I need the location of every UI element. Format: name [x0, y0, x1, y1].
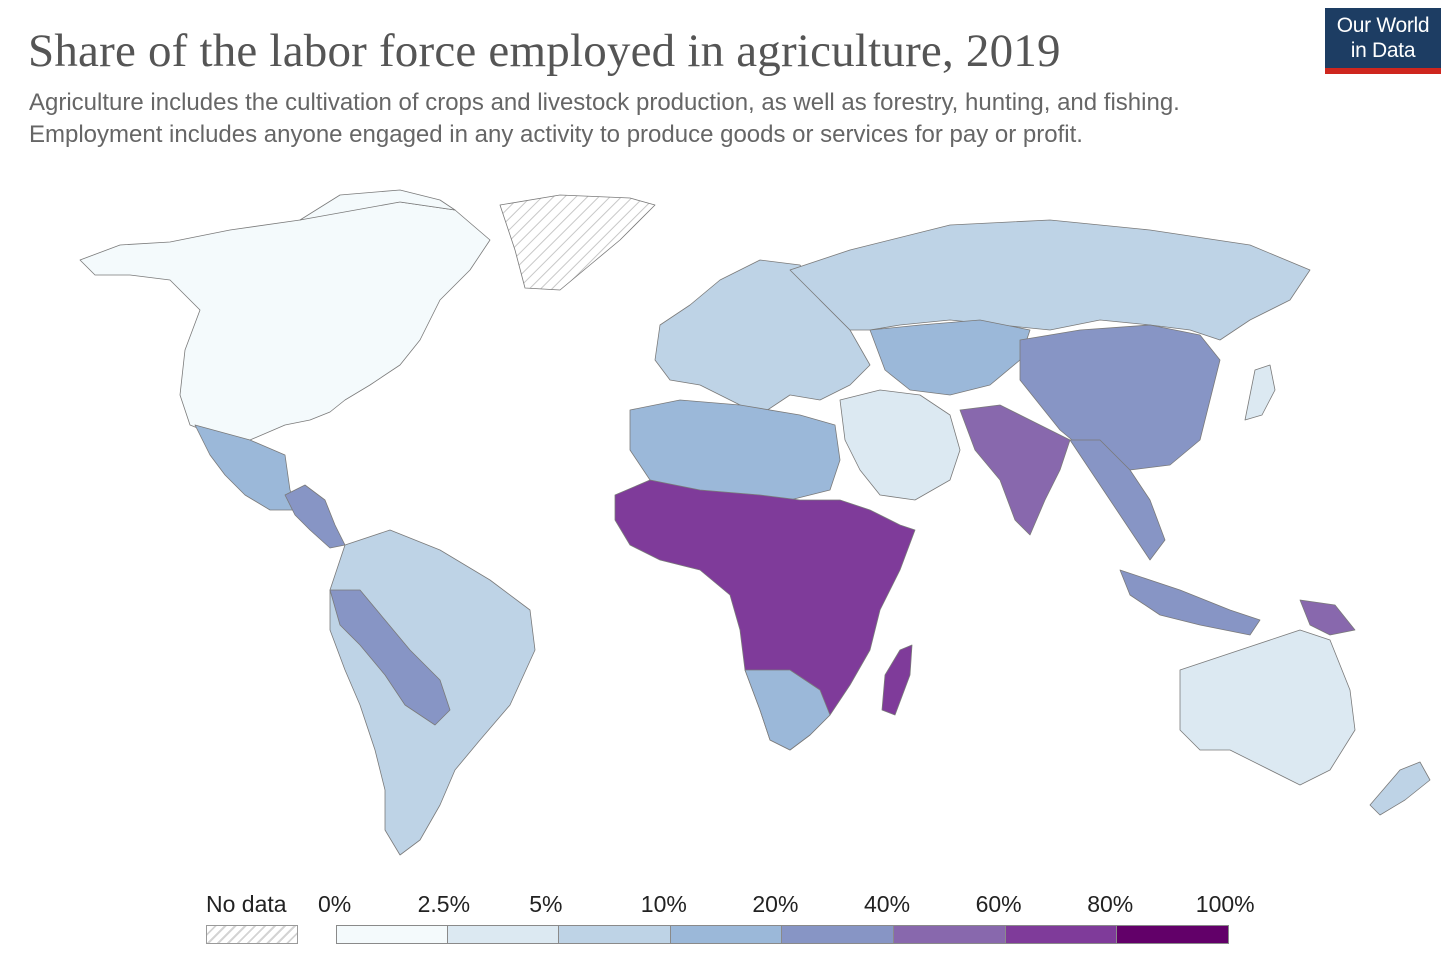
region-russia[interactable] — [789, 219, 1311, 341]
our-world-in-data-logo[interactable]: Our World in Data — [1325, 8, 1441, 74]
region-china[interactable] — [1019, 324, 1221, 471]
legend-tick-label-3: 5% — [529, 891, 563, 917]
logo-line-2: in Data — [1350, 39, 1416, 62]
legend-swatch-6[interactable] — [894, 925, 1006, 944]
region-arctic-islands[interactable] — [299, 189, 456, 221]
world-map[interactable] — [0, 150, 1456, 870]
chart-title: Share of the labor force employed in agr… — [28, 25, 1061, 77]
region-europe[interactable] — [654, 259, 871, 416]
region-japan[interactable] — [1244, 364, 1276, 421]
region-india[interactable] — [959, 404, 1071, 536]
region-greenland[interactable] — [499, 194, 656, 291]
legend-swatch-4[interactable] — [670, 925, 783, 944]
legend-swatch-7[interactable] — [1005, 925, 1118, 944]
region-andean-south-america[interactable] — [329, 589, 451, 726]
region-southeast-asia[interactable] — [1069, 439, 1166, 561]
legend-swatch-5[interactable] — [782, 925, 894, 944]
legend-tick-label-4: 10% — [640, 891, 687, 917]
legend-tick-label-2: 2.5% — [417, 891, 471, 917]
legend-no-data-label: No data — [206, 891, 287, 917]
region-madagascar[interactable] — [881, 644, 913, 716]
chart-subtitle-line-1: Agriculture includes the cultivation of … — [29, 89, 1180, 116]
region-north-america[interactable] — [79, 201, 491, 441]
logo-line-1: Our World — [1336, 14, 1430, 37]
chart-subtitle-line-2: Employment includes anyone engaged in an… — [29, 121, 1083, 148]
region-central-america[interactable] — [284, 484, 346, 549]
region-sub-saharan-africa[interactable] — [614, 479, 916, 751]
legend-swatch-8[interactable] — [1117, 925, 1229, 944]
region-new-zealand[interactable] — [1369, 761, 1431, 816]
legend-tick-label-8: 80% — [1087, 891, 1134, 917]
region-mexico[interactable] — [194, 424, 301, 511]
legend-tick-label-7: 60% — [975, 891, 1022, 917]
region-papua-new-guinea[interactable] — [1299, 599, 1356, 636]
legend-tick-label-5: 20% — [752, 891, 799, 917]
legend-tick-label-end: 100% — [1195, 891, 1255, 917]
legend-swatch-2[interactable] — [447, 925, 560, 944]
region-australia[interactable] — [1179, 629, 1356, 786]
legend-tick-label-6: 40% — [864, 891, 911, 917]
region-central-asia[interactable] — [869, 319, 1031, 396]
region-middle-east[interactable] — [839, 389, 961, 501]
legend-swatch-1[interactable] — [336, 925, 448, 944]
legend-no-data-swatch — [206, 925, 298, 944]
legend-swatch-3[interactable] — [559, 925, 671, 944]
legend-tick-label-1: 0% — [318, 891, 352, 917]
region-indonesia[interactable] — [1119, 569, 1261, 636]
region-southern-africa[interactable] — [744, 669, 831, 751]
logo-accent-bar — [1325, 68, 1441, 74]
